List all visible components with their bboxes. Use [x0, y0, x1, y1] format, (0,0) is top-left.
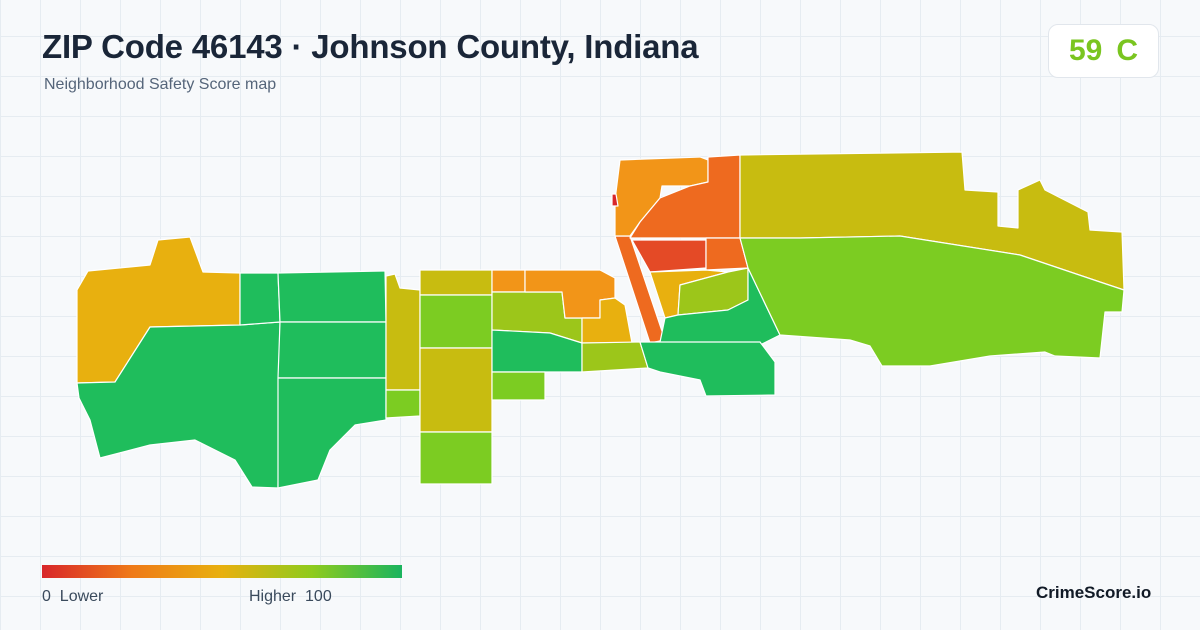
map-region[interactable]: [419, 269, 493, 296]
map-region[interactable]: [611, 193, 619, 207]
map-region[interactable]: [581, 341, 649, 373]
legend-low-text: Lower: [59, 588, 104, 605]
page-title: ZIP Code 46143 · Johnson County, Indiana: [42, 28, 699, 65]
map-region[interactable]: [491, 269, 526, 293]
map-region[interactable]: [239, 272, 281, 326]
map-region[interactable]: [491, 371, 546, 401]
map-region[interactable]: [385, 389, 421, 419]
map-region[interactable]: [419, 431, 493, 485]
brand-logo-text: CrimeScore.io: [1036, 583, 1152, 602]
map-region[interactable]: [739, 235, 1125, 367]
score-value: 59: [1068, 34, 1103, 67]
page-subtitle: Neighborhood Safety Score map: [44, 76, 277, 93]
legend-color-scale: [42, 565, 402, 578]
map-region[interactable]: [385, 273, 421, 391]
map-region[interactable]: [659, 267, 781, 346]
map-region[interactable]: [419, 347, 493, 433]
map-region[interactable]: [631, 239, 707, 273]
map-region[interactable]: [277, 377, 387, 489]
legend-low-label: 0 Lower: [42, 588, 103, 606]
map-region[interactable]: [277, 321, 387, 379]
map-region[interactable]: [277, 270, 387, 323]
legend-high-label: Higher 100: [249, 588, 332, 606]
legend-low-value: 0: [42, 588, 51, 605]
legend-high-text: Higher: [249, 588, 297, 605]
map-region[interactable]: [419, 294, 493, 349]
legend-high-value: 100: [305, 588, 332, 605]
map-region[interactable]: [614, 156, 709, 237]
safety-score-badge: 59 C: [1048, 24, 1159, 78]
score-grade: C: [1116, 34, 1139, 67]
map-region[interactable]: [639, 341, 776, 397]
